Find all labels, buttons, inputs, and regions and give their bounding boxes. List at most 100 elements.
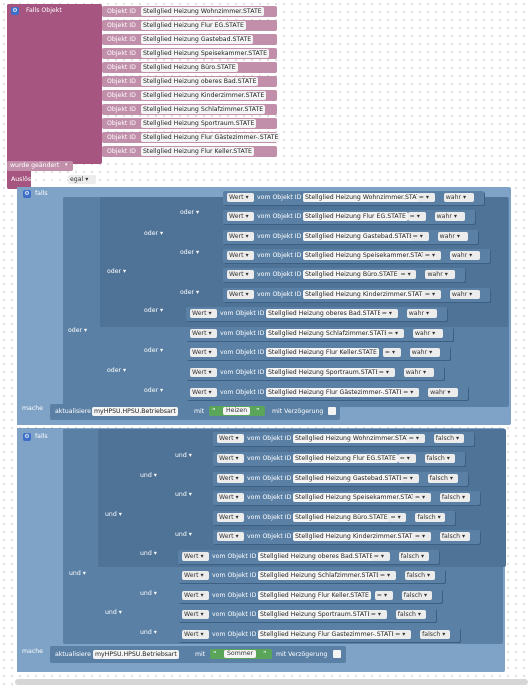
wert-dropdown[interactable]: Wert ▾ — [227, 290, 254, 299]
wert-dropdown[interactable]: Wert ▾ — [227, 212, 254, 221]
wert-dropdown[interactable]: Wert ▾ — [217, 454, 244, 463]
compare-value-dropdown[interactable]: wahr ▾ — [434, 212, 465, 221]
delay-checkbox[interactable] — [328, 407, 336, 415]
compare-value-dropdown[interactable]: wahr ▾ — [443, 193, 474, 202]
compare-value-dropdown[interactable]: falsch ▾ — [420, 630, 451, 639]
target-field[interactable]: myHPSU.HPSU.Betriebsart — [92, 407, 178, 416]
object-id-field[interactable]: Stellglied Heizung Wohnzimmer.STATE — [141, 7, 264, 16]
operator-dropdown[interactable]: = ▾ — [379, 309, 398, 318]
compare-value-dropdown[interactable]: falsch ▾ — [424, 454, 455, 463]
object-id-field[interactable]: Stellglied Heizung oberes Bad.STATE — [141, 77, 259, 86]
object-id-field[interactable]: Stellglied Heizung Sportraum.STATE — [258, 610, 374, 619]
compare-value-dropdown[interactable]: falsch ▾ — [398, 552, 429, 561]
wert-dropdown[interactable]: Wert ▾ — [182, 571, 209, 580]
compare-value-dropdown[interactable]: wahr ▾ — [412, 329, 443, 338]
oder-dropdown[interactable]: oder ▾ — [107, 367, 127, 374]
object-id-field[interactable]: Stellglied Heizung Kinderzimmer.STATE — [303, 290, 429, 299]
wert-dropdown[interactable]: Wert ▾ — [217, 532, 244, 541]
compare-value-dropdown[interactable]: falsch ▾ — [439, 532, 470, 541]
oder-dropdown[interactable]: oder ▾ — [180, 249, 200, 256]
wert-dropdown[interactable]: Wert ▾ — [182, 610, 209, 619]
string-value[interactable]: Sommer — [224, 650, 257, 658]
compare-value-dropdown[interactable]: wahr ▾ — [449, 251, 480, 260]
object-id-field[interactable]: Stellglied Heizung Flur EG.STATE — [141, 21, 246, 30]
compare-value-dropdown[interactable]: falsch ▾ — [439, 493, 470, 502]
object-id-field[interactable]: Stellglied Heizung Sportraum.STATE — [266, 368, 382, 377]
und-dropdown[interactable]: und ▾ — [105, 511, 122, 518]
compare-value-dropdown[interactable]: falsch ▾ — [427, 474, 458, 483]
compare-value-dropdown[interactable]: wahr ▾ — [428, 388, 459, 397]
wert-dropdown[interactable]: Wert ▾ — [217, 434, 244, 443]
string-value[interactable]: Heizen — [223, 407, 251, 415]
object-id-field[interactable]: Stellglied Heizung Schlafzimmer.STATE — [141, 105, 266, 114]
object-id-field[interactable]: Stellglied Heizung Wohnzimmer.STATE — [303, 193, 426, 202]
compare-value-dropdown[interactable]: falsch ▾ — [401, 591, 432, 600]
oder-dropdown[interactable]: oder ▾ — [180, 209, 200, 216]
compare-value-dropdown[interactable]: wahr ▾ — [409, 348, 440, 357]
wert-dropdown[interactable]: Wert ▾ — [217, 474, 244, 483]
object-id-field[interactable]: Stellglied Heizung Flur EG.STATE — [293, 454, 398, 463]
operator-dropdown[interactable]: = ▾ — [401, 388, 420, 397]
operator-dropdown[interactable]: = ▾ — [406, 434, 425, 443]
object-id-field[interactable]: Stellglied Heizung Flur Gastezimmer-.STA… — [258, 630, 398, 639]
oder-dropdown[interactable]: oder ▾ — [144, 347, 164, 354]
object-id-field[interactable]: Stellglied Heizung Büro.STATE — [141, 63, 238, 72]
wert-dropdown[interactable]: Wert ▾ — [182, 630, 209, 639]
operator-dropdown[interactable]: = ▾ — [400, 474, 419, 483]
operator-dropdown[interactable]: = ▾ — [398, 270, 417, 279]
horizontal-scrollbar[interactable] — [15, 679, 528, 685]
oder-dropdown[interactable]: oder ▾ — [107, 268, 127, 275]
object-id-field[interactable]: Stellglied Heizung Gastebad.STATE — [293, 474, 406, 483]
operator-dropdown[interactable]: = ▾ — [374, 591, 393, 600]
oder-dropdown[interactable]: oder ▾ — [144, 387, 164, 394]
oder-dropdown[interactable]: oder ▾ — [180, 289, 200, 296]
object-id-field[interactable]: Stellglied Heizung Flur Keller.STATE — [266, 348, 379, 357]
operator-dropdown[interactable]: = ▾ — [410, 232, 429, 241]
object-id-field[interactable]: Stellglied Heizung Gastebad.STATE — [303, 232, 416, 241]
wert-dropdown[interactable]: Wert ▾ — [190, 309, 217, 318]
trigger-dropdown[interactable]: egal ▾ — [68, 175, 96, 184]
gear-icon[interactable]: ⚙ — [11, 7, 19, 15]
object-id-field[interactable]: Stellglied Heizung Flur Keller.STATE — [258, 591, 371, 600]
operator-dropdown[interactable]: = ▾ — [416, 193, 435, 202]
object-id-field[interactable]: Stellglied Heizung Büro.STATE — [293, 513, 390, 522]
operator-dropdown[interactable]: = ▾ — [385, 329, 404, 338]
object-id-field[interactable]: Stellglied Heizung Flur EG.STATE — [303, 212, 408, 221]
object-id-field[interactable]: Stellglied Heizung Speisekammer.STATE — [303, 251, 431, 260]
wert-dropdown[interactable]: Wert ▾ — [182, 552, 209, 561]
wert-dropdown[interactable]: Wert ▾ — [227, 232, 254, 241]
und-dropdown[interactable]: und ▾ — [140, 629, 157, 636]
wert-dropdown[interactable]: Wert ▾ — [182, 591, 209, 600]
string-block[interactable]: “ Heizen ” — [209, 406, 265, 416]
compare-value-dropdown[interactable]: falsch ▾ — [415, 513, 446, 522]
und-dropdown[interactable]: und ▾ — [69, 570, 86, 577]
gear-icon[interactable]: ⚙ — [23, 190, 31, 198]
wert-dropdown[interactable]: Wert ▾ — [190, 368, 217, 377]
wert-dropdown[interactable]: Wert ▾ — [227, 251, 254, 260]
wert-dropdown[interactable]: Wert ▾ — [190, 329, 217, 338]
wert-dropdown[interactable]: Wert ▾ — [217, 513, 244, 522]
object-id-field[interactable]: Stellglied Heizung Gastebad.STATE — [141, 35, 254, 44]
operator-dropdown[interactable]: = ▾ — [393, 630, 412, 639]
object-id-field[interactable]: Stellglied Heizung Kinderzimmer.STATE — [141, 91, 267, 100]
object-id-field[interactable]: Stellglied Heizung Speisekammer.STATE — [141, 49, 269, 58]
compare-value-dropdown[interactable]: wahr ▾ — [449, 290, 480, 299]
compare-value-dropdown[interactable]: falsch ▾ — [395, 610, 426, 619]
object-id-field[interactable]: Stellglied Heizung Wohnzimmer.STATE — [293, 434, 416, 443]
operator-dropdown[interactable]: = ▾ — [377, 571, 396, 580]
oder-dropdown[interactable]: oder ▾ — [144, 307, 164, 314]
event-dropdown[interactable]: wurde geändert — [10, 162, 60, 169]
operator-dropdown[interactable]: = ▾ — [376, 368, 395, 377]
compare-value-dropdown[interactable]: wahr ▾ — [437, 232, 468, 241]
wert-dropdown[interactable]: Wert ▾ — [227, 193, 254, 202]
object-id-field[interactable]: Stellglied Heizung Sportraum.STATE — [141, 119, 257, 128]
object-id-field[interactable]: Stellglied Heizung oberes Bad.STATE — [258, 552, 376, 561]
object-id-field[interactable]: Stellglied Heizung Schlafzimmer.STATE — [258, 571, 383, 580]
string-block[interactable]: “ Sommer ” — [210, 649, 272, 659]
operator-dropdown[interactable]: = ▾ — [382, 348, 401, 357]
und-dropdown[interactable]: und ▾ — [140, 472, 157, 479]
gear-icon[interactable]: ⚙ — [23, 433, 31, 441]
operator-dropdown[interactable]: = ▾ — [371, 552, 390, 561]
wert-dropdown[interactable]: Wert ▾ — [227, 270, 254, 279]
und-dropdown[interactable]: und ▾ — [140, 550, 157, 557]
